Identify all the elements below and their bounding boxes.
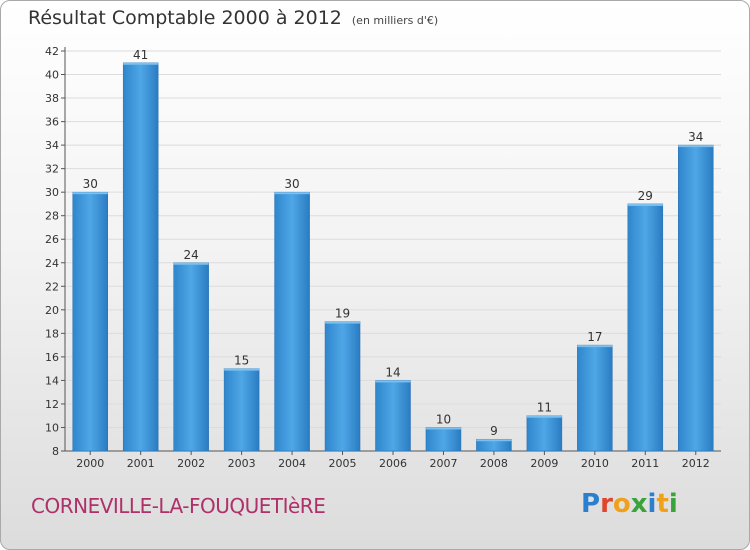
y-tick-label: 36: [45, 116, 59, 129]
y-tick-labels: 8 10 12 14 16 18 20 22 24 26 28 30 32 34 36 38 40 42: [45, 45, 59, 458]
value-label: 24: [184, 248, 199, 262]
x-tick-label: 2011: [631, 457, 659, 470]
y-tick-label: 8: [52, 445, 59, 458]
x-tick-label: 2000: [76, 457, 104, 470]
bar-highlight: [123, 62, 159, 65]
logo-letter: i: [668, 489, 678, 519]
bar-highlight: [325, 321, 361, 324]
logo-letter: o: [612, 489, 631, 519]
bar: [173, 262, 209, 452]
bar: [274, 191, 310, 452]
x-tick-label: 2010: [581, 457, 609, 470]
bar: [324, 321, 361, 452]
logo-letter: t: [656, 489, 669, 519]
bar: [577, 344, 613, 452]
y-tick-label: 40: [45, 69, 59, 82]
bars: [72, 62, 714, 452]
bar-highlight: [72, 192, 108, 195]
value-label: 19: [335, 307, 350, 321]
chart-title: Résultat Comptable 2000 à 2012 (en millie…: [28, 7, 438, 29]
bar-highlight: [526, 415, 562, 418]
value-label: 41: [133, 48, 148, 62]
logo-letter: r: [600, 489, 613, 519]
x-tick-label: 2003: [228, 457, 256, 470]
bar: [223, 368, 260, 452]
x-tick-label: 2005: [329, 457, 357, 470]
commune-name: CORNEVILLE-LA-FOUQUETIèRE: [31, 494, 326, 518]
value-label: 15: [234, 354, 249, 368]
y-tick-label: 42: [45, 45, 59, 58]
bar: [375, 380, 411, 452]
bar: [526, 415, 563, 452]
bar: [72, 191, 108, 452]
y-tick-label: 18: [45, 327, 59, 340]
y-tick-label: 22: [45, 280, 59, 293]
x-tick-label: 2009: [530, 457, 558, 470]
value-label: 34: [688, 130, 703, 144]
y-tick-label: 12: [45, 398, 59, 411]
x-tick-label: 2002: [177, 457, 205, 470]
x-tick-label: 2006: [379, 457, 407, 470]
y-tick-label: 34: [45, 139, 59, 152]
value-label: 17: [587, 330, 602, 344]
y-tick-label: 20: [45, 304, 59, 317]
bar-highlight: [274, 192, 310, 195]
bar: [425, 427, 462, 452]
value-labels: 30 41 24 15 30 19 14 10 9 11 17 29 34: [83, 48, 704, 438]
x-tick-labels: 2000 2001 2002 2003 2004 2005 2006 2007 2008 2009…: [76, 457, 710, 470]
y-tick-label: 32: [45, 163, 59, 176]
value-label: 30: [284, 177, 299, 191]
bar-highlight: [375, 380, 411, 383]
chart-title-text: Résultat Comptable 2000 à 2012: [28, 7, 342, 29]
x-tick-label: 2008: [480, 457, 508, 470]
logo-letter: i: [647, 489, 657, 519]
y-tick-label: 38: [45, 92, 59, 105]
bar-highlight: [476, 439, 512, 442]
y-tick-label: 28: [45, 210, 59, 223]
value-label: 14: [385, 365, 400, 379]
chart-subtitle: (en milliers d'€): [351, 14, 439, 27]
y-tick-label: 10: [45, 421, 59, 434]
bar-highlight: [627, 203, 663, 206]
x-tick-label: 2007: [429, 457, 457, 470]
bar: [627, 203, 664, 452]
x-tick-label: 2004: [278, 457, 306, 470]
y-tick-label: 30: [45, 186, 59, 199]
y-tick-label: 14: [45, 374, 59, 387]
y-tick-label: 24: [45, 257, 59, 270]
x-tick-label: 2012: [682, 457, 710, 470]
bar: [122, 62, 159, 452]
value-label: 9: [490, 424, 498, 438]
y-tick-label: 26: [45, 233, 59, 246]
logo-letter: x: [630, 489, 648, 519]
y-tick-label: 16: [45, 351, 59, 364]
x-tick-label: 2001: [127, 457, 155, 470]
value-label: 10: [436, 412, 451, 426]
value-label: 11: [537, 401, 552, 415]
bar-highlight: [577, 345, 613, 348]
proxiti-logo: Proxiti: [581, 489, 678, 519]
bar-highlight: [224, 368, 260, 371]
bar: [678, 144, 714, 452]
bar-highlight: [678, 145, 714, 148]
bar-highlight: [173, 262, 209, 265]
value-label: 30: [83, 177, 98, 191]
bar-highlight: [425, 427, 461, 430]
logo-letter: P: [581, 489, 601, 519]
value-label: 29: [638, 189, 653, 203]
